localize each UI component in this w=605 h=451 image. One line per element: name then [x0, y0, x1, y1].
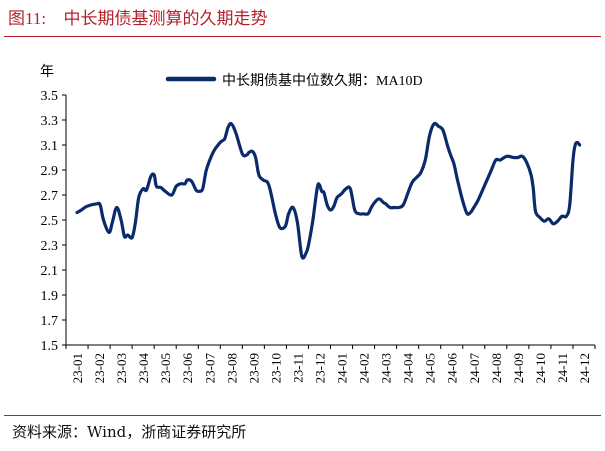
x-tick-label: 24-07	[467, 353, 482, 384]
x-tick-label: 23-03	[114, 353, 129, 383]
y-axis-unit-label: 年	[40, 64, 54, 80]
x-tick-label: 24-03	[379, 353, 394, 383]
x-tick-label: 24-05	[423, 353, 438, 383]
y-tick-label: 3.5	[41, 89, 59, 104]
legend-label: 中长期债基中位数久期：MA10D	[222, 72, 423, 89]
chart-axes	[65, 95, 595, 346]
x-tick-label: 23-07	[202, 353, 217, 384]
chart-legend: 中长期债基中位数久期：MA10D	[165, 72, 423, 89]
x-tick-label: 23-10	[268, 353, 283, 383]
x-tick-label: 24-02	[357, 353, 372, 383]
y-tick-label: 2.5	[41, 214, 59, 229]
y-tick-label: 3.3	[41, 114, 59, 129]
x-tick-label: 24-06	[445, 353, 460, 384]
x-tick-label: 24-09	[511, 353, 526, 383]
y-tick-label: 1.7	[41, 314, 59, 329]
source-divider	[4, 415, 601, 416]
x-tick-label: 24-11	[555, 353, 570, 383]
x-tick-label: 24-12	[577, 353, 592, 383]
x-tick-label: 23-04	[136, 353, 151, 384]
chart-series	[75, 121, 582, 260]
figure-title: 图11: 中长期债基测算的久期走势	[8, 4, 268, 29]
source-note: 资料来源：Wind，浙商证券研究所	[12, 423, 247, 441]
y-tick-label: 2.9	[41, 164, 59, 179]
x-tick-label: 23-09	[246, 353, 261, 383]
x-tick-label: 23-05	[158, 353, 173, 383]
x-tick-label: 24-08	[489, 353, 504, 383]
x-tick-label: 24-04	[401, 353, 416, 384]
x-tick-label: 23-12	[312, 353, 327, 383]
x-tick-label: 24-10	[533, 353, 548, 383]
y-tick-label: 1.9	[41, 289, 59, 304]
x-tick-label: 23-06	[180, 353, 195, 384]
x-tick-label: 23-11	[290, 353, 305, 383]
series-line-0	[75, 121, 582, 260]
x-tick-label: 24-01	[335, 353, 350, 383]
y-tick-label: 3.1	[41, 139, 59, 154]
x-tick-label: 23-01	[70, 353, 85, 383]
x-tick-label: 23-02	[92, 353, 107, 383]
chart-ticks: 1.5 1.7 1.9 2.1 2.3 2.5 2.7 2.9 3.1 3.3 3.5 23-01 23…	[41, 89, 596, 383]
figure-label: 图11:	[8, 9, 47, 28]
y-tick-label: 2.1	[41, 264, 59, 279]
y-tick-label: 2.3	[41, 239, 59, 254]
title-divider	[4, 36, 601, 37]
y-tick-label: 1.5	[41, 339, 59, 354]
x-tick-label: 23-08	[224, 353, 239, 383]
figure-title-text: 中长期债基测算的久期走势	[63, 9, 268, 29]
y-tick-label: 2.7	[41, 189, 59, 204]
